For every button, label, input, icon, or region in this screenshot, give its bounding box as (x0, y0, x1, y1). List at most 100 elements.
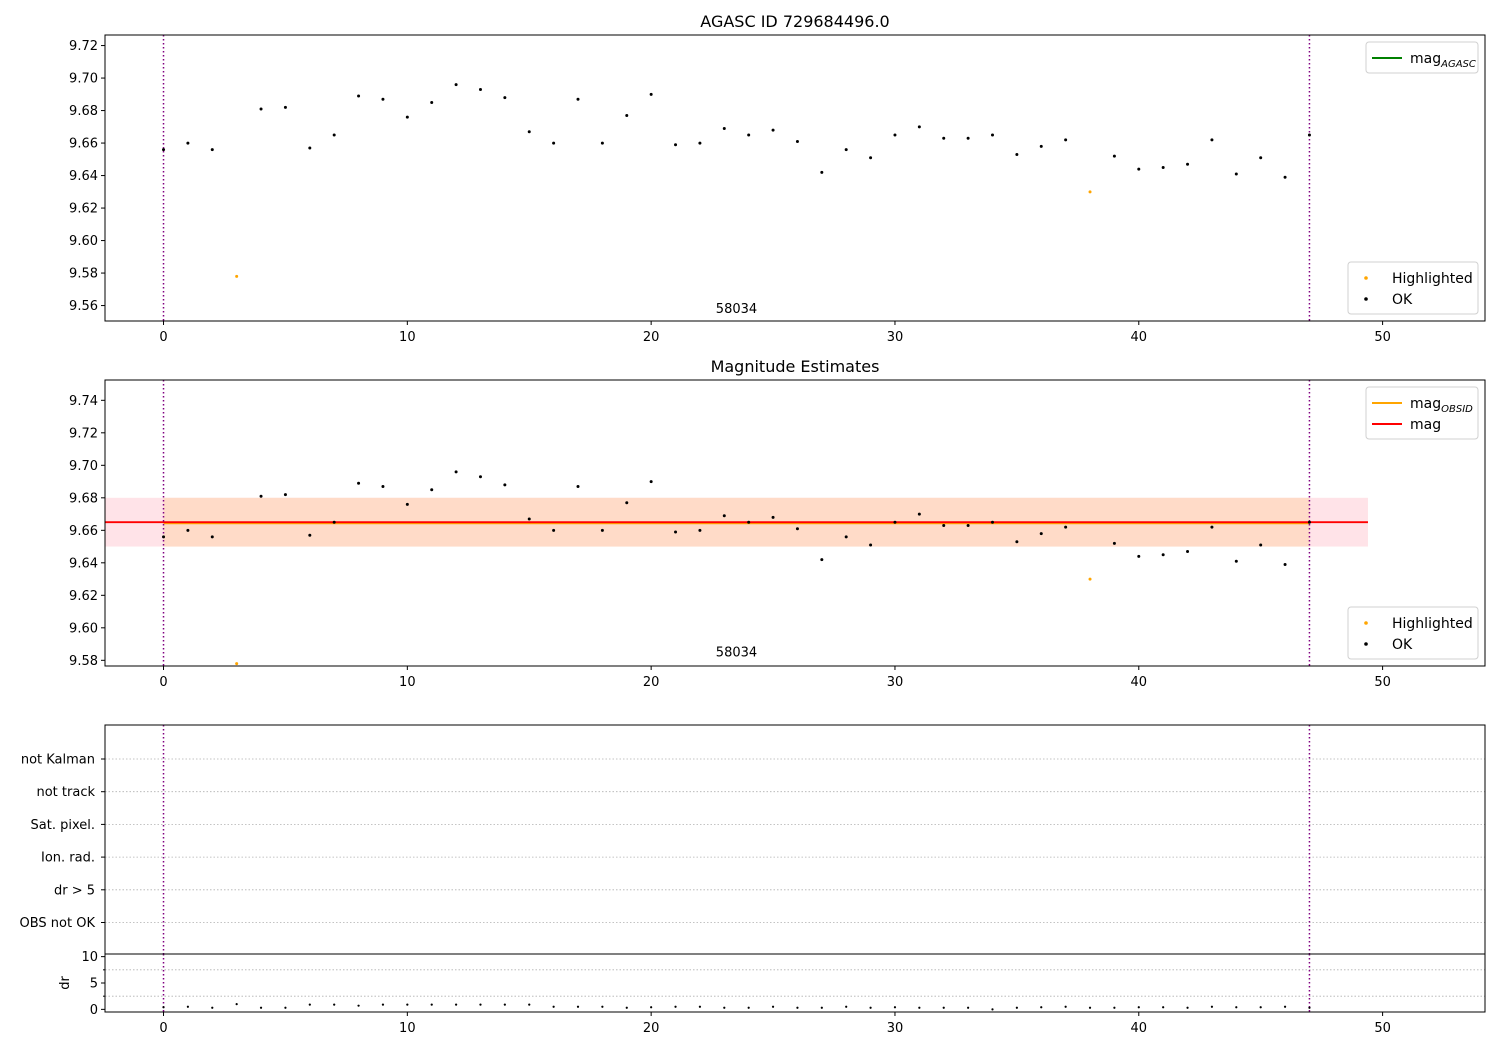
estimates-ok-point (162, 535, 166, 539)
estimates-ok-point (552, 528, 556, 532)
dr-point (820, 1006, 823, 1009)
magnitude-estimates-panel: Magnitude Estimates 58034 0 10 20 30 40 50 9.58 9… (69, 357, 1486, 690)
dr-point (1235, 1006, 1238, 1009)
flags-row-label: not track (36, 785, 95, 800)
estimates-ok-point (1283, 562, 1287, 566)
agasc-highlighted-point (235, 274, 239, 278)
agasc-y-tick-label: 9.58 (69, 267, 98, 282)
estimates-x-tick-label: 20 (643, 675, 660, 690)
estimates-ok-point (942, 523, 946, 527)
agasc-obsid-annotation: 58034 (716, 302, 757, 317)
estimates-y-tick-label: 9.66 (69, 524, 98, 539)
agasc-legend-label-subscript: AGASC (1440, 59, 1476, 70)
dr-point (1259, 1006, 1262, 1009)
agasc-ok-point (844, 148, 848, 152)
dr-panel: 0 10 20 30 40 50 0 5 10 dr (58, 950, 1486, 1036)
agasc-ok-point (259, 107, 263, 111)
agasc-legend-bottom (1347, 261, 1479, 315)
dr-point (235, 1002, 238, 1006)
dr-point (698, 1005, 702, 1008)
dr-point (1308, 1006, 1311, 1009)
dr-point (1088, 1006, 1092, 1009)
estimates-ok-point (1137, 554, 1141, 558)
estimates-ok-point (259, 494, 263, 498)
agasc-ok-point (649, 92, 653, 96)
estimates-legend-top (1365, 386, 1479, 440)
estimates-legend-point-swatch (1364, 642, 1368, 646)
estimates-ok-point (381, 484, 385, 488)
agasc-ok-point (747, 133, 751, 137)
dr-axes-frame (104, 953, 1486, 1013)
agasc-y-tick-label: 9.60 (69, 234, 98, 249)
flags-row-label: Sat. pixel. (31, 818, 95, 833)
dr-point (1137, 1006, 1140, 1009)
estimates-ok-point (186, 528, 190, 532)
dr-point (674, 1005, 677, 1008)
estimates-ok-point (869, 543, 873, 547)
estimates-highlighted-point (1088, 577, 1092, 581)
estimates-ok-point (917, 512, 921, 516)
flags-row-label: OBS not OK (20, 916, 96, 931)
agasc-ok-point (942, 136, 946, 140)
agasc-ok-point (454, 83, 458, 87)
agasc-ok-point (990, 133, 994, 137)
estimates-ok-point (966, 523, 970, 527)
agasc-ok-point (1186, 162, 1190, 166)
estimates-legend-label: OK (1392, 637, 1413, 653)
dr-point (918, 1006, 921, 1009)
estimates-ok-point (527, 517, 531, 521)
agasc-ok-point (186, 141, 190, 145)
estimates-ok-point (990, 520, 994, 524)
estimates-y-tick-label: 9.68 (69, 491, 98, 506)
estimates-ok-point (722, 514, 726, 518)
dr-point (430, 1003, 433, 1006)
dr-y-axis-label: dr (58, 976, 73, 990)
dr-point (771, 1005, 775, 1008)
estimates-ok-point (1210, 525, 1214, 529)
estimates-ok-point (503, 483, 507, 487)
estimates-ok-point (1039, 532, 1043, 536)
agasc-highlighted-point (1088, 190, 1092, 194)
agasc-ok-point (332, 133, 336, 137)
dr-x-tick-label: 20 (643, 1021, 660, 1036)
agasc-ok-point (1307, 133, 1311, 137)
estimates-ok-point (332, 520, 336, 524)
estimates-x-tick-label: 30 (887, 675, 904, 690)
estimates-legend-label-main: mag (1410, 396, 1441, 412)
dr-point (796, 1006, 799, 1009)
estimates-y-tick-label: 9.72 (69, 426, 98, 441)
agasc-axes-frame (104, 34, 1486, 322)
estimates-ok-point (1064, 525, 1068, 529)
estimates-legend-label: Highlighted (1392, 616, 1473, 632)
agasc-ok-point (1259, 156, 1263, 160)
agasc-x-tick-label: 0 (159, 330, 167, 345)
dr-point (942, 1006, 945, 1009)
estimates-y-tick-label: 9.60 (69, 621, 98, 636)
agasc-ok-point (430, 100, 434, 104)
agasc-ok-point (210, 148, 214, 152)
estimates-ok-point (454, 470, 458, 474)
agasc-ok-point (600, 141, 604, 145)
agasc-x-tick-label: 20 (643, 330, 660, 345)
estimates-ok-point (1307, 520, 1311, 524)
estimates-ok-point (1112, 541, 1116, 545)
dr-point (528, 1003, 531, 1006)
dr-point (503, 1003, 506, 1006)
agasc-ok-point (966, 136, 970, 140)
estimates-ok-point (893, 520, 897, 524)
estimates-legend-label-main: mag (1410, 417, 1441, 433)
dr-point (1283, 1005, 1287, 1008)
agasc-y-tick-label: 9.64 (69, 169, 98, 184)
agasc-ok-point (576, 97, 580, 101)
dr-x-tick-label: 30 (887, 1021, 904, 1036)
dr-x-tick-label: 10 (399, 1021, 416, 1036)
agasc-ok-point (1161, 165, 1165, 169)
agasc-ok-point (308, 146, 312, 150)
estimates-legend-label-subscript: OBSID (1441, 404, 1473, 415)
dr-point (1015, 1006, 1018, 1009)
estimates-legend-label: magOBSID (1410, 396, 1473, 415)
agasc-ok-point (1015, 152, 1019, 156)
estimates-ok-point (698, 528, 702, 532)
agasc-ok-point (478, 87, 482, 91)
flags-panel: not Kalman not track Sat. pixel. Ion. rad. d… (20, 724, 1486, 955)
